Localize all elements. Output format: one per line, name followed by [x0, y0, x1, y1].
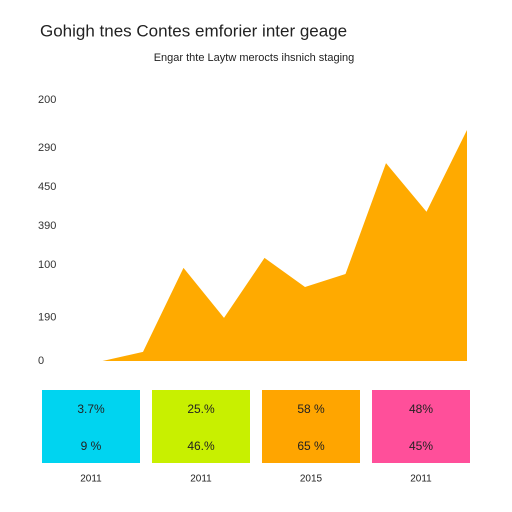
y-tick-label: 190 — [38, 311, 56, 323]
card-year: 2011 — [190, 474, 212, 485]
y-tick-label: 200 — [38, 94, 56, 106]
card-top: 3.7% — [77, 402, 105, 416]
card-bottom: 45% — [409, 439, 433, 453]
card-top: 58 % — [297, 402, 325, 416]
card-bottom: 65 % — [297, 439, 325, 453]
y-tick-label: 290 — [38, 142, 56, 154]
card-bottom: 9 % — [81, 439, 102, 453]
card-year: 2011 — [80, 474, 102, 485]
card-top: 48% — [409, 402, 433, 416]
area — [62, 130, 467, 361]
chart-subtitle: Engar thte Laytw merocts ihsnich staging — [154, 52, 355, 64]
card-year: 2015 — [300, 474, 323, 485]
y-tick-label: 0 — [38, 355, 44, 367]
card — [42, 390, 140, 463]
card — [372, 390, 470, 463]
y-tick-label: 100 — [38, 259, 56, 271]
chart-title: Gohigh tnes Contes emforier inter geage — [40, 21, 347, 40]
card — [152, 390, 250, 463]
y-tick-label: 450 — [38, 181, 56, 193]
y-tick-label: 390 — [38, 220, 56, 232]
card-top: 25.% — [187, 402, 215, 416]
card-bottom: 46.% — [187, 439, 215, 453]
card — [262, 390, 360, 463]
card-year: 2011 — [410, 474, 432, 485]
